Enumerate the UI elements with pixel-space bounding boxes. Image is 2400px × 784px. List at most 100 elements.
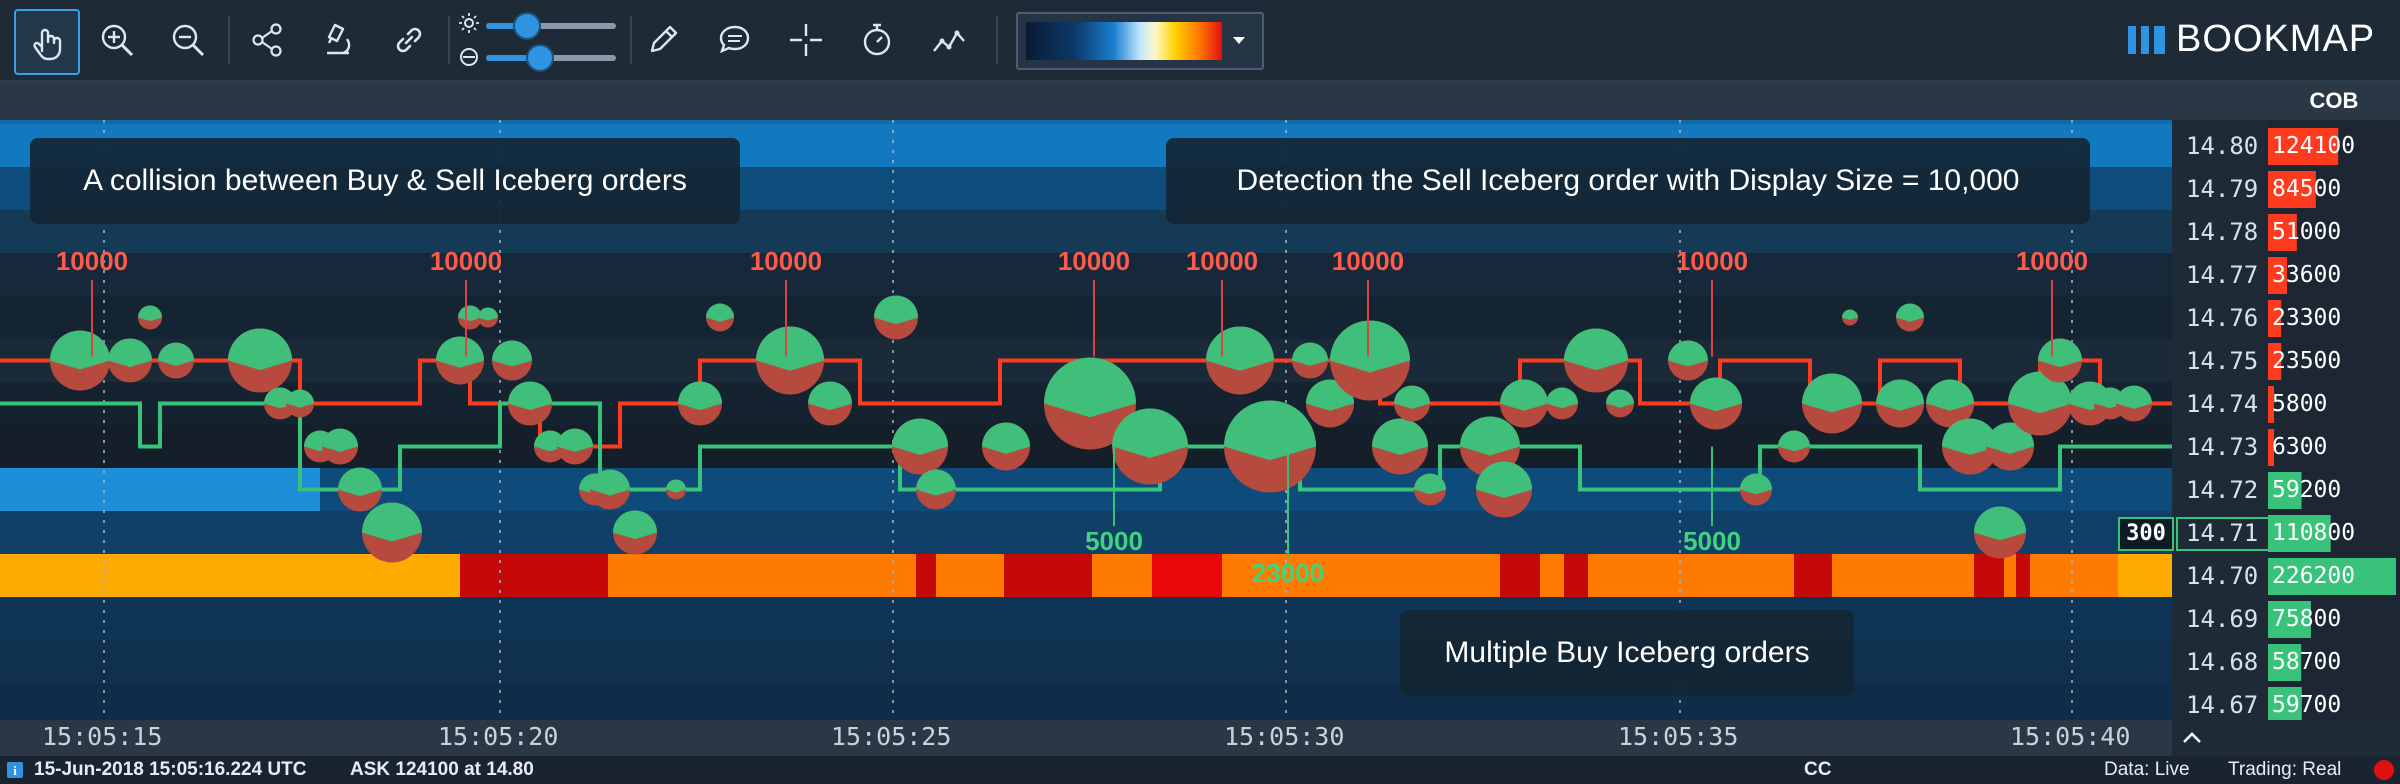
zoom-in-button[interactable]: [86, 9, 148, 71]
price-label: 14.68: [2186, 647, 2259, 676]
heat-segment: [936, 554, 1004, 597]
link-icon: [396, 27, 422, 53]
toolbar-divider: [630, 16, 632, 64]
cob-bar: [2268, 429, 2274, 466]
info-icon[interactable]: i: [6, 761, 24, 779]
contrast-slider-thumb[interactable]: [526, 44, 554, 72]
cob-value: 110800: [2272, 519, 2356, 546]
trade-bubble-buy: [590, 469, 630, 496]
zoom-out-button[interactable]: [157, 9, 219, 71]
trade-bubble-buy: [808, 381, 852, 411]
heatmap-gradient-dropdown[interactable]: [1016, 12, 1264, 70]
trade-bubble-buy: [1802, 373, 1862, 413]
chart-line-icon: [933, 30, 965, 52]
cob-bar: [2268, 601, 2311, 638]
heat-segment: [1564, 554, 1588, 597]
cob-bar: [2268, 300, 2282, 337]
pencil-button[interactable]: [632, 9, 694, 71]
heat-segment: [1588, 554, 1794, 597]
heat-segment: [1540, 554, 1564, 597]
chevron-up-icon[interactable]: [2180, 726, 2204, 748]
heat-segment: [2118, 554, 2172, 597]
brightness-slider-thumb[interactable]: [513, 12, 541, 40]
price-label: 14.75: [2186, 346, 2259, 375]
sell-iceberg-label: 10000: [750, 246, 822, 276]
cob-value: 58700: [2272, 648, 2342, 675]
trade-bubble-buy: [508, 381, 552, 411]
time-label: 15:05:15: [42, 722, 163, 751]
status-ask: ASK 124100 at 14.80: [350, 759, 534, 780]
cob-bars: [2268, 128, 2396, 720]
sell-iceberg-label: 10000: [1186, 246, 1258, 276]
liquidity-band: [0, 468, 320, 511]
cob-bar: [2268, 343, 2282, 380]
heat-segment: [2030, 554, 2118, 597]
time-label: 15:05:20: [438, 722, 559, 751]
cob-bar: [2268, 171, 2316, 208]
zoom-in-icon: [101, 24, 134, 57]
last-trade-size: 300: [2118, 517, 2174, 551]
stopwatch-button[interactable]: [846, 9, 908, 71]
trade-bubble-buy: [2038, 338, 2082, 368]
price-label: 14.72: [2186, 475, 2259, 504]
trade-bubble-buy: [322, 428, 358, 452]
status-trading-mode: Trading: Real: [2228, 759, 2342, 780]
heat-segment: [916, 554, 936, 597]
buy-iceberg-label: 5000: [1085, 526, 1143, 556]
price-label: 14.76: [2186, 303, 2259, 332]
sell-iceberg-label: 10000: [1058, 246, 1130, 276]
heat-segment: [1092, 554, 1152, 597]
microscope-icon: [327, 23, 351, 55]
trade-bubble-buy: [1044, 357, 1136, 418]
chart-header-bar: [0, 82, 2268, 120]
status-datetime: 15-Jun-2018 15:05:16.224 UTC: [34, 759, 307, 780]
trade-bubble-buy: [338, 467, 382, 497]
link-button[interactable]: [378, 9, 440, 71]
cob-panel: 124100 84500 51000 33600 23300 23500 5800 6300 5…: [2268, 120, 2400, 720]
trade-bubble-buy: [1842, 309, 1858, 320]
pencil-icon: [650, 25, 678, 53]
toolbar-divider: [448, 16, 450, 64]
microscope-button[interactable]: [307, 9, 369, 71]
zoom-out-icon: [172, 24, 205, 57]
heat-segment: [1222, 554, 1500, 597]
heat-segment: [2016, 554, 2030, 597]
bookmap-logo-icon: [2128, 25, 2165, 54]
time-label: 15:05:30: [1224, 722, 1345, 751]
caret-down-icon: [1233, 37, 1245, 44]
crosshair-button[interactable]: [775, 9, 837, 71]
cob-value: 33600: [2272, 261, 2342, 288]
liquidity-band: [0, 253, 2172, 297]
trade-bubble-buy: [916, 469, 956, 496]
share-button[interactable]: [236, 9, 298, 71]
trade-bubble-buy: [138, 305, 162, 322]
trade-bubble-buy: [1974, 506, 2026, 541]
trade-bubble-buy: [666, 479, 686, 493]
heatmap-chart[interactable]: 10000 10000 10000 10000 10000 10000 10000 10000…: [0, 120, 2172, 720]
price-label: 14.79: [2186, 174, 2259, 203]
price-label: 14.70: [2186, 561, 2259, 590]
indicators-button[interactable]: [918, 9, 980, 71]
pointer-tool-button[interactable]: [14, 9, 80, 75]
chat-button[interactable]: [704, 9, 766, 71]
status-cc[interactable]: CC: [1804, 759, 1832, 780]
trade-bubble-buy: [1476, 461, 1532, 498]
trade-bubble-buy: [1926, 379, 1974, 411]
trade-bubble-buy: [1112, 408, 1188, 458]
trade-bubble-buy: [458, 305, 482, 322]
share-icon: [252, 23, 282, 57]
brightness-slider[interactable]: [486, 12, 616, 40]
cob-header: COB: [2268, 82, 2400, 120]
contrast-slider[interactable]: [486, 44, 616, 72]
price-label: 14.77: [2186, 260, 2259, 289]
cob-value: 59700: [2272, 691, 2342, 718]
best-bid-line: [0, 401, 2172, 492]
cob-value: 5800: [2272, 390, 2328, 417]
trade-bubble-buy: [228, 328, 292, 371]
liquidity-band: [0, 511, 2172, 555]
cob-bar: [2268, 687, 2302, 720]
sun-icon: [459, 13, 479, 33]
logo-text: BOOKMAP: [2176, 18, 2376, 60]
cob-value: 51000: [2272, 218, 2342, 245]
callout-multiple-buy: Multiple Buy Iceberg orders: [1400, 610, 1854, 696]
